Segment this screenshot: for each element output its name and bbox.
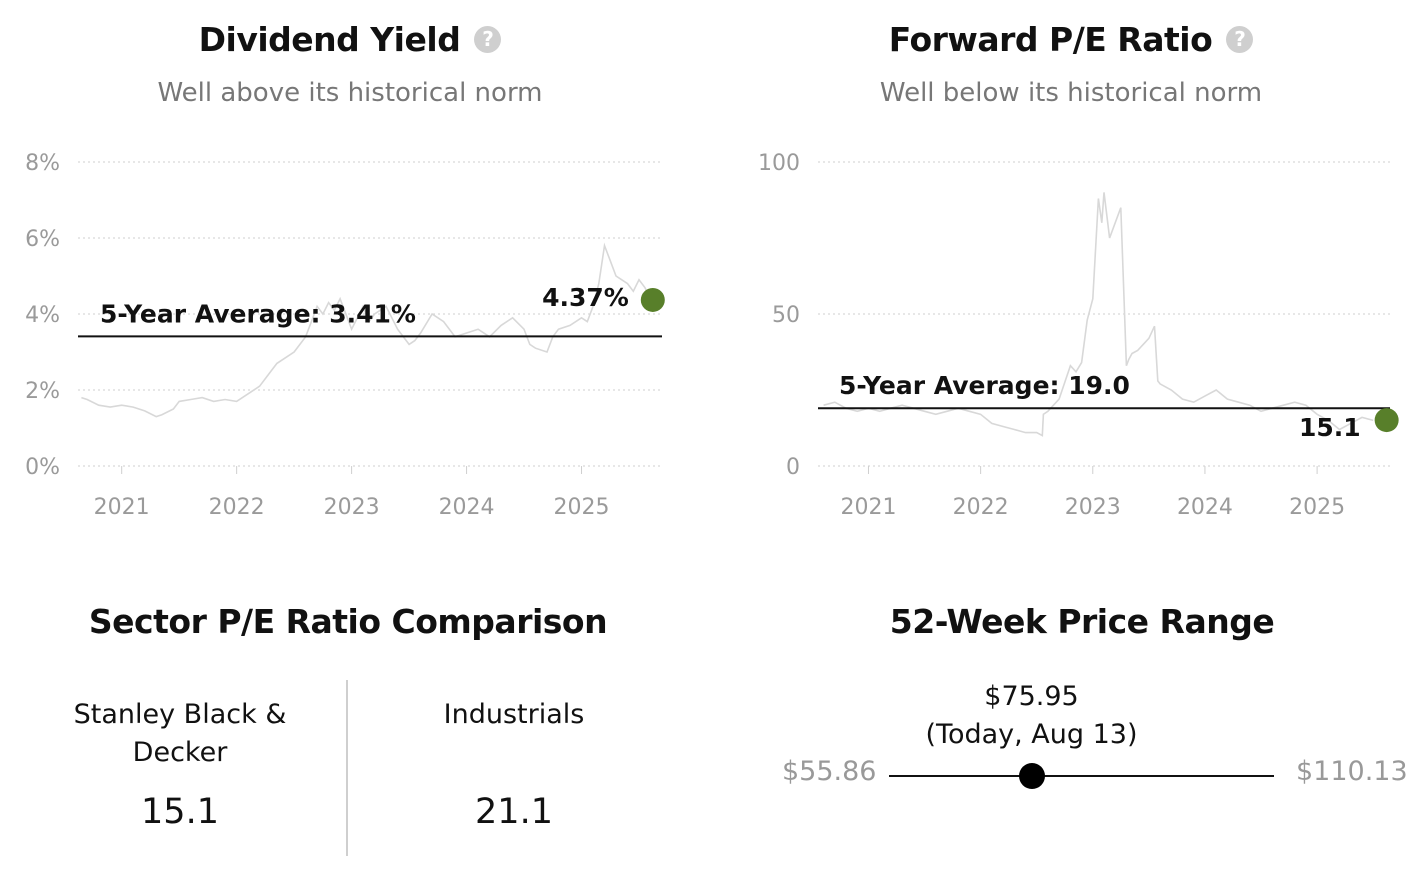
sector-industry-column: Industrials 21.1 [374,696,654,846]
dividend-yield-chart: 0% 2% 4% 6% 8% 2021 2022 2023 2024 2025 5-Year Ave… [25,151,665,520]
price-range-min: $55.86 [782,756,877,787]
price-range-max: $110.13 [1296,756,1408,787]
x-tick-label: 2024 [439,495,495,520]
five-year-average-label: 5-Year Average: 3.41% [100,299,416,328]
y-tick-label: 4% [25,303,60,328]
history-series-line [823,192,1374,437]
price-range-current-value: $75.95 [984,681,1079,712]
five-year-average-label: 5-Year Average: 19.0 [839,371,1130,400]
dividend-yield-title-row: Dividend Yield? [0,20,700,59]
price-range-current-label: $75.95 (Today, Aug 13) [882,678,1182,754]
x-tick-label: 2021 [840,495,896,520]
sector-company-value: 15.1 [141,792,219,832]
x-tick-label: 2025 [1289,495,1345,520]
y-tick-label: 8% [25,151,60,176]
sector-industry-name: Industrials [443,699,585,730]
x-tick-label: 2022 [953,495,1009,520]
current-value-label: 15.1 [1299,413,1361,442]
price-range-title: 52-Week Price Range [889,602,1275,641]
x-tick-label: 2025 [554,495,610,520]
x-tick-label: 2022 [209,495,265,520]
x-tick-label: 2024 [1177,495,1233,520]
y-tick-label: 0% [25,455,60,480]
current-value-label: 4.37% [542,283,629,312]
y-tick-label: 50 [772,303,800,328]
price-range-current-date: (Today, Aug 13) [925,719,1138,750]
x-tick-label: 2021 [94,495,150,520]
forward-pe-subtitle: Well below its historical norm [879,78,1263,108]
current-value-marker [640,287,665,312]
dividend-yield-subtitle: Well above its historical norm [157,78,543,108]
sector-company-name: Stanley Black & Decker [73,699,287,768]
sector-title: Sector P/E Ratio Comparison [88,602,608,641]
dividend-yield-title: Dividend Yield [198,20,461,59]
forward-pe-chart: 0 50 100 2021 2022 2023 2024 2025 5-Year Average… [758,151,1399,520]
sector-company-column: Stanley Black & Decker 15.1 [40,696,320,846]
forward-pe-title-row: Forward P/E Ratio? [712,20,1418,59]
sector-industry-value: 21.1 [475,792,553,832]
y-tick-label: 2% [25,379,60,404]
forward-pe-title: Forward P/E Ratio [888,20,1213,59]
x-tick-label: 2023 [324,495,380,520]
sector-divider [346,680,348,856]
y-tick-label: 6% [25,227,60,252]
forward-pe-panel: Forward P/E Ratio? Well below its histor… [700,0,1418,560]
x-tick-label: 2023 [1065,495,1121,520]
question-circle-icon[interactable]: ? [1226,26,1254,53]
dividend-yield-panel: Dividend Yield? Well above its historica… [0,0,700,560]
question-circle-icon[interactable]: ? [474,26,502,53]
price-range-track [889,775,1274,777]
current-value-marker [1374,408,1399,433]
history-series-line [81,242,652,418]
price-range-current-marker [1018,763,1045,789]
y-tick-label: 0 [786,455,800,480]
y-tick-label: 100 [758,151,800,176]
